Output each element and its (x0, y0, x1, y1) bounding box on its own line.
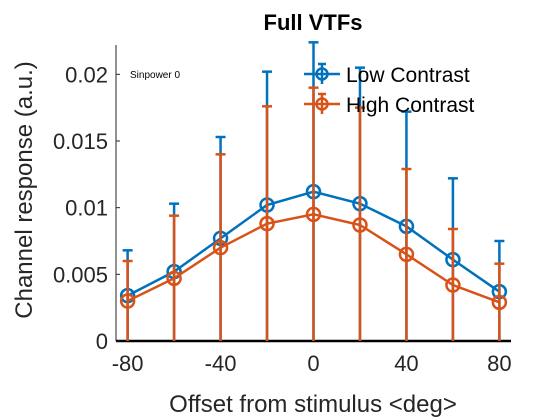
data-point (259, 215, 275, 232)
y-axis-label: Channel response (a.u.) (11, 61, 38, 318)
data-point (445, 277, 461, 293)
data-point (119, 293, 136, 309)
data-point (305, 206, 322, 223)
y-tick-label: 0.01 (65, 196, 108, 221)
chart-annotation: Sinpower 0 (130, 70, 180, 81)
data-point (491, 294, 508, 311)
legend-label: High Contrast (346, 94, 475, 117)
x-tick-label: -80 (112, 351, 144, 376)
y-tick-label: 0.005 (53, 262, 108, 287)
data-point (352, 217, 368, 233)
y-tick-label: 0 (96, 329, 108, 354)
chart-title: Full VTFs (264, 10, 363, 35)
legend-marker (315, 67, 329, 81)
y-tick-label: 0.015 (53, 129, 108, 154)
x-tick-label: 40 (394, 351, 418, 376)
legend: Low Contrast High Contrast (304, 62, 475, 117)
series-line (127, 213, 500, 304)
legend-marker (315, 97, 329, 111)
series-2 (119, 86, 508, 341)
x-tick-label: -40 (205, 351, 237, 376)
x-tick-label: 80 (487, 351, 511, 376)
legend-label: Low Contrast (346, 64, 470, 87)
data-point (212, 239, 229, 256)
y-tick-label: 0.02 (65, 62, 108, 87)
data-point (398, 246, 415, 263)
data-point (166, 270, 182, 287)
plot-area: 0 0.005 0.01 0.015 0.02 -80 -40 0 40 80 (53, 41, 512, 376)
x-tick-label: 0 (307, 351, 319, 376)
x-axis-label: Offset from stimulus <deg> (169, 391, 457, 418)
